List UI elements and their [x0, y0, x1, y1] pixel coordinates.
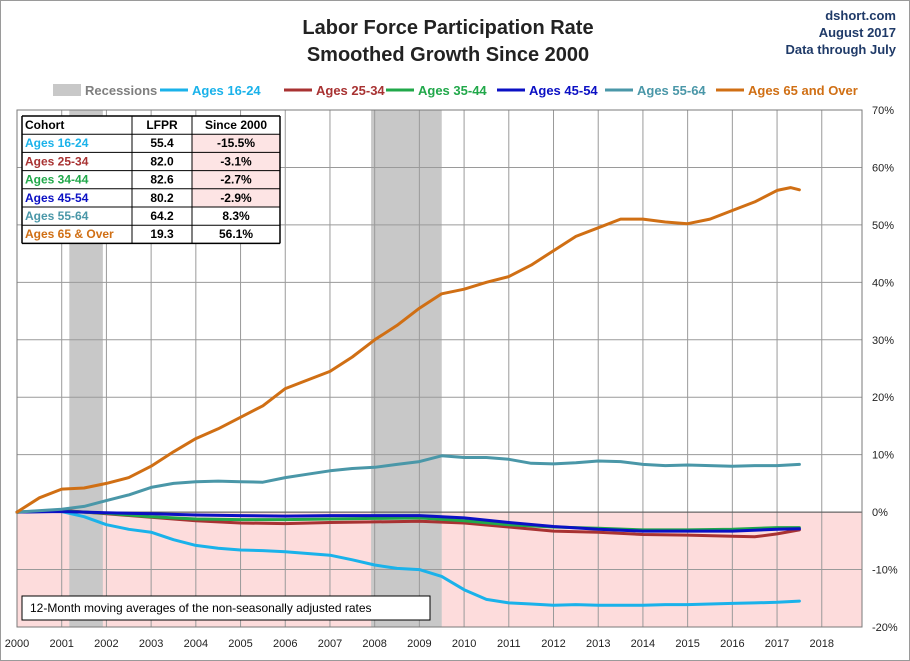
- table-since: -3.1%: [220, 154, 252, 168]
- table-lfpr: 19.3: [150, 227, 174, 241]
- series-line-4: [15, 454, 801, 514]
- series-line-5: [15, 186, 801, 514]
- table-cohort: Ages 34-44: [25, 173, 89, 187]
- table-row-bg: [22, 134, 192, 153]
- table-since-cell-bg: [192, 152, 280, 171]
- x-tick-label: 2012: [541, 638, 565, 650]
- recession-band-1: [371, 110, 442, 627]
- x-tick-label: 2002: [94, 638, 118, 650]
- x-tick-label: 2013: [586, 638, 610, 650]
- source-line-1: dshort.com: [825, 8, 896, 23]
- table-row-bg: [22, 225, 192, 244]
- table-since-cell-bg: [192, 170, 280, 189]
- x-tick-label: 2008: [362, 638, 386, 650]
- legend-label: Recessions: [85, 83, 157, 98]
- x-tick-label: 2010: [452, 638, 476, 650]
- table-header-bg: [22, 116, 280, 135]
- table-lfpr: 80.2: [150, 191, 174, 205]
- table-since: -15.5%: [217, 136, 255, 150]
- legend-label: Ages 25-34: [316, 83, 385, 98]
- y-tick-label: 70%: [872, 105, 894, 117]
- x-tick-label: 2005: [228, 638, 252, 650]
- table-since: 56.1%: [219, 227, 253, 241]
- legend-label: Ages 55-64: [637, 83, 706, 98]
- x-tick-label: 2007: [318, 638, 342, 650]
- table-header-cohort: Cohort: [25, 118, 64, 132]
- table-header-lfpr: LFPR: [146, 118, 178, 132]
- chart-subtitle: Smoothed Growth Since 2000: [307, 44, 589, 66]
- table-lfpr: 82.0: [150, 154, 174, 168]
- table-since-cell-bg: [192, 207, 280, 226]
- table-since: -2.9%: [220, 191, 252, 205]
- source-line-2: August 2017: [819, 25, 896, 40]
- x-tick-label: 2015: [675, 638, 699, 650]
- x-tick-label: 2009: [407, 638, 431, 650]
- note-box-frame: [21, 595, 431, 621]
- summary-table: Cohort LFPR Since 2000 Ages 16-24 55.4 -15.5%…: [21, 115, 281, 245]
- y-tick-label: 10%: [872, 450, 894, 462]
- note-box: 12-Month moving averages of the non-seas…: [21, 595, 431, 621]
- x-tick-label: 2001: [49, 638, 73, 650]
- table-row-bg: [22, 170, 192, 189]
- table-row-bg: [22, 188, 192, 207]
- y-tick-label: -20%: [872, 622, 898, 634]
- table-row-bg: [22, 207, 192, 226]
- source-line-3: Data through July: [785, 42, 896, 57]
- chart-title: Labor Force Participation Rate: [302, 17, 593, 39]
- x-tick-label: 2014: [631, 638, 655, 650]
- series-line-3: [15, 510, 801, 533]
- x-tick-label: 2011: [497, 638, 521, 650]
- legend-label: Ages 16-24: [192, 83, 261, 98]
- legend-label: Ages 65 and Over: [748, 83, 858, 98]
- y-tick-label: 60%: [872, 162, 894, 174]
- x-tick-label: 2016: [720, 638, 744, 650]
- x-tick-label: 2000: [5, 638, 29, 650]
- table-since-cell-bg: [192, 225, 280, 244]
- table-cohort: Ages 65 & Over: [25, 227, 114, 241]
- table-since: 8.3%: [222, 209, 250, 223]
- axes: 2000 2001 2002 2003 2004 2005 2006 2007 2008 2009…: [5, 105, 898, 650]
- x-tick-label: 2017: [765, 638, 789, 650]
- series-line-0: [15, 509, 801, 607]
- table-header-since: Since 2000: [205, 118, 267, 132]
- legend: Recessions Ages 16-24 Ages 25-34 Ages 35-44…: [53, 83, 858, 98]
- table-cohort: Ages 25-34: [25, 154, 89, 168]
- table-since-cell-bg: [192, 134, 280, 153]
- table-cohort: Ages 45-54: [25, 191, 89, 205]
- x-tick-label: 2018: [810, 638, 834, 650]
- y-tick-label: -10%: [872, 565, 898, 577]
- table-since-cell-bg: [192, 188, 280, 207]
- x-tick-label: 2004: [184, 638, 208, 650]
- note-text: 12-Month moving averages of the non-seas…: [30, 601, 372, 615]
- plot-frame: [16, 109, 863, 628]
- table-lfpr: 82.6: [150, 173, 174, 187]
- x-tick-label: 2003: [139, 638, 163, 650]
- table-since: -2.7%: [220, 173, 252, 187]
- table-lfpr: 55.4: [150, 136, 174, 150]
- legend-label: Ages 45-54: [529, 83, 598, 98]
- y-tick-label: 30%: [872, 335, 894, 347]
- legend-swatch-recessions: [53, 84, 81, 96]
- table-cohort: Ages 16-24: [25, 136, 89, 150]
- table-cohort: Ages 55-64: [25, 209, 89, 223]
- y-tick-label: 50%: [872, 220, 894, 232]
- series-lines: [15, 186, 801, 607]
- table-row-bg: [22, 152, 192, 171]
- legend-label: Ages 35-44: [418, 83, 487, 98]
- y-tick-label: 0%: [872, 507, 888, 519]
- x-tick-label: 2006: [273, 638, 297, 650]
- y-tick-label: 40%: [872, 277, 894, 289]
- table-lfpr: 64.2: [150, 209, 174, 223]
- y-tick-label: 20%: [872, 392, 894, 404]
